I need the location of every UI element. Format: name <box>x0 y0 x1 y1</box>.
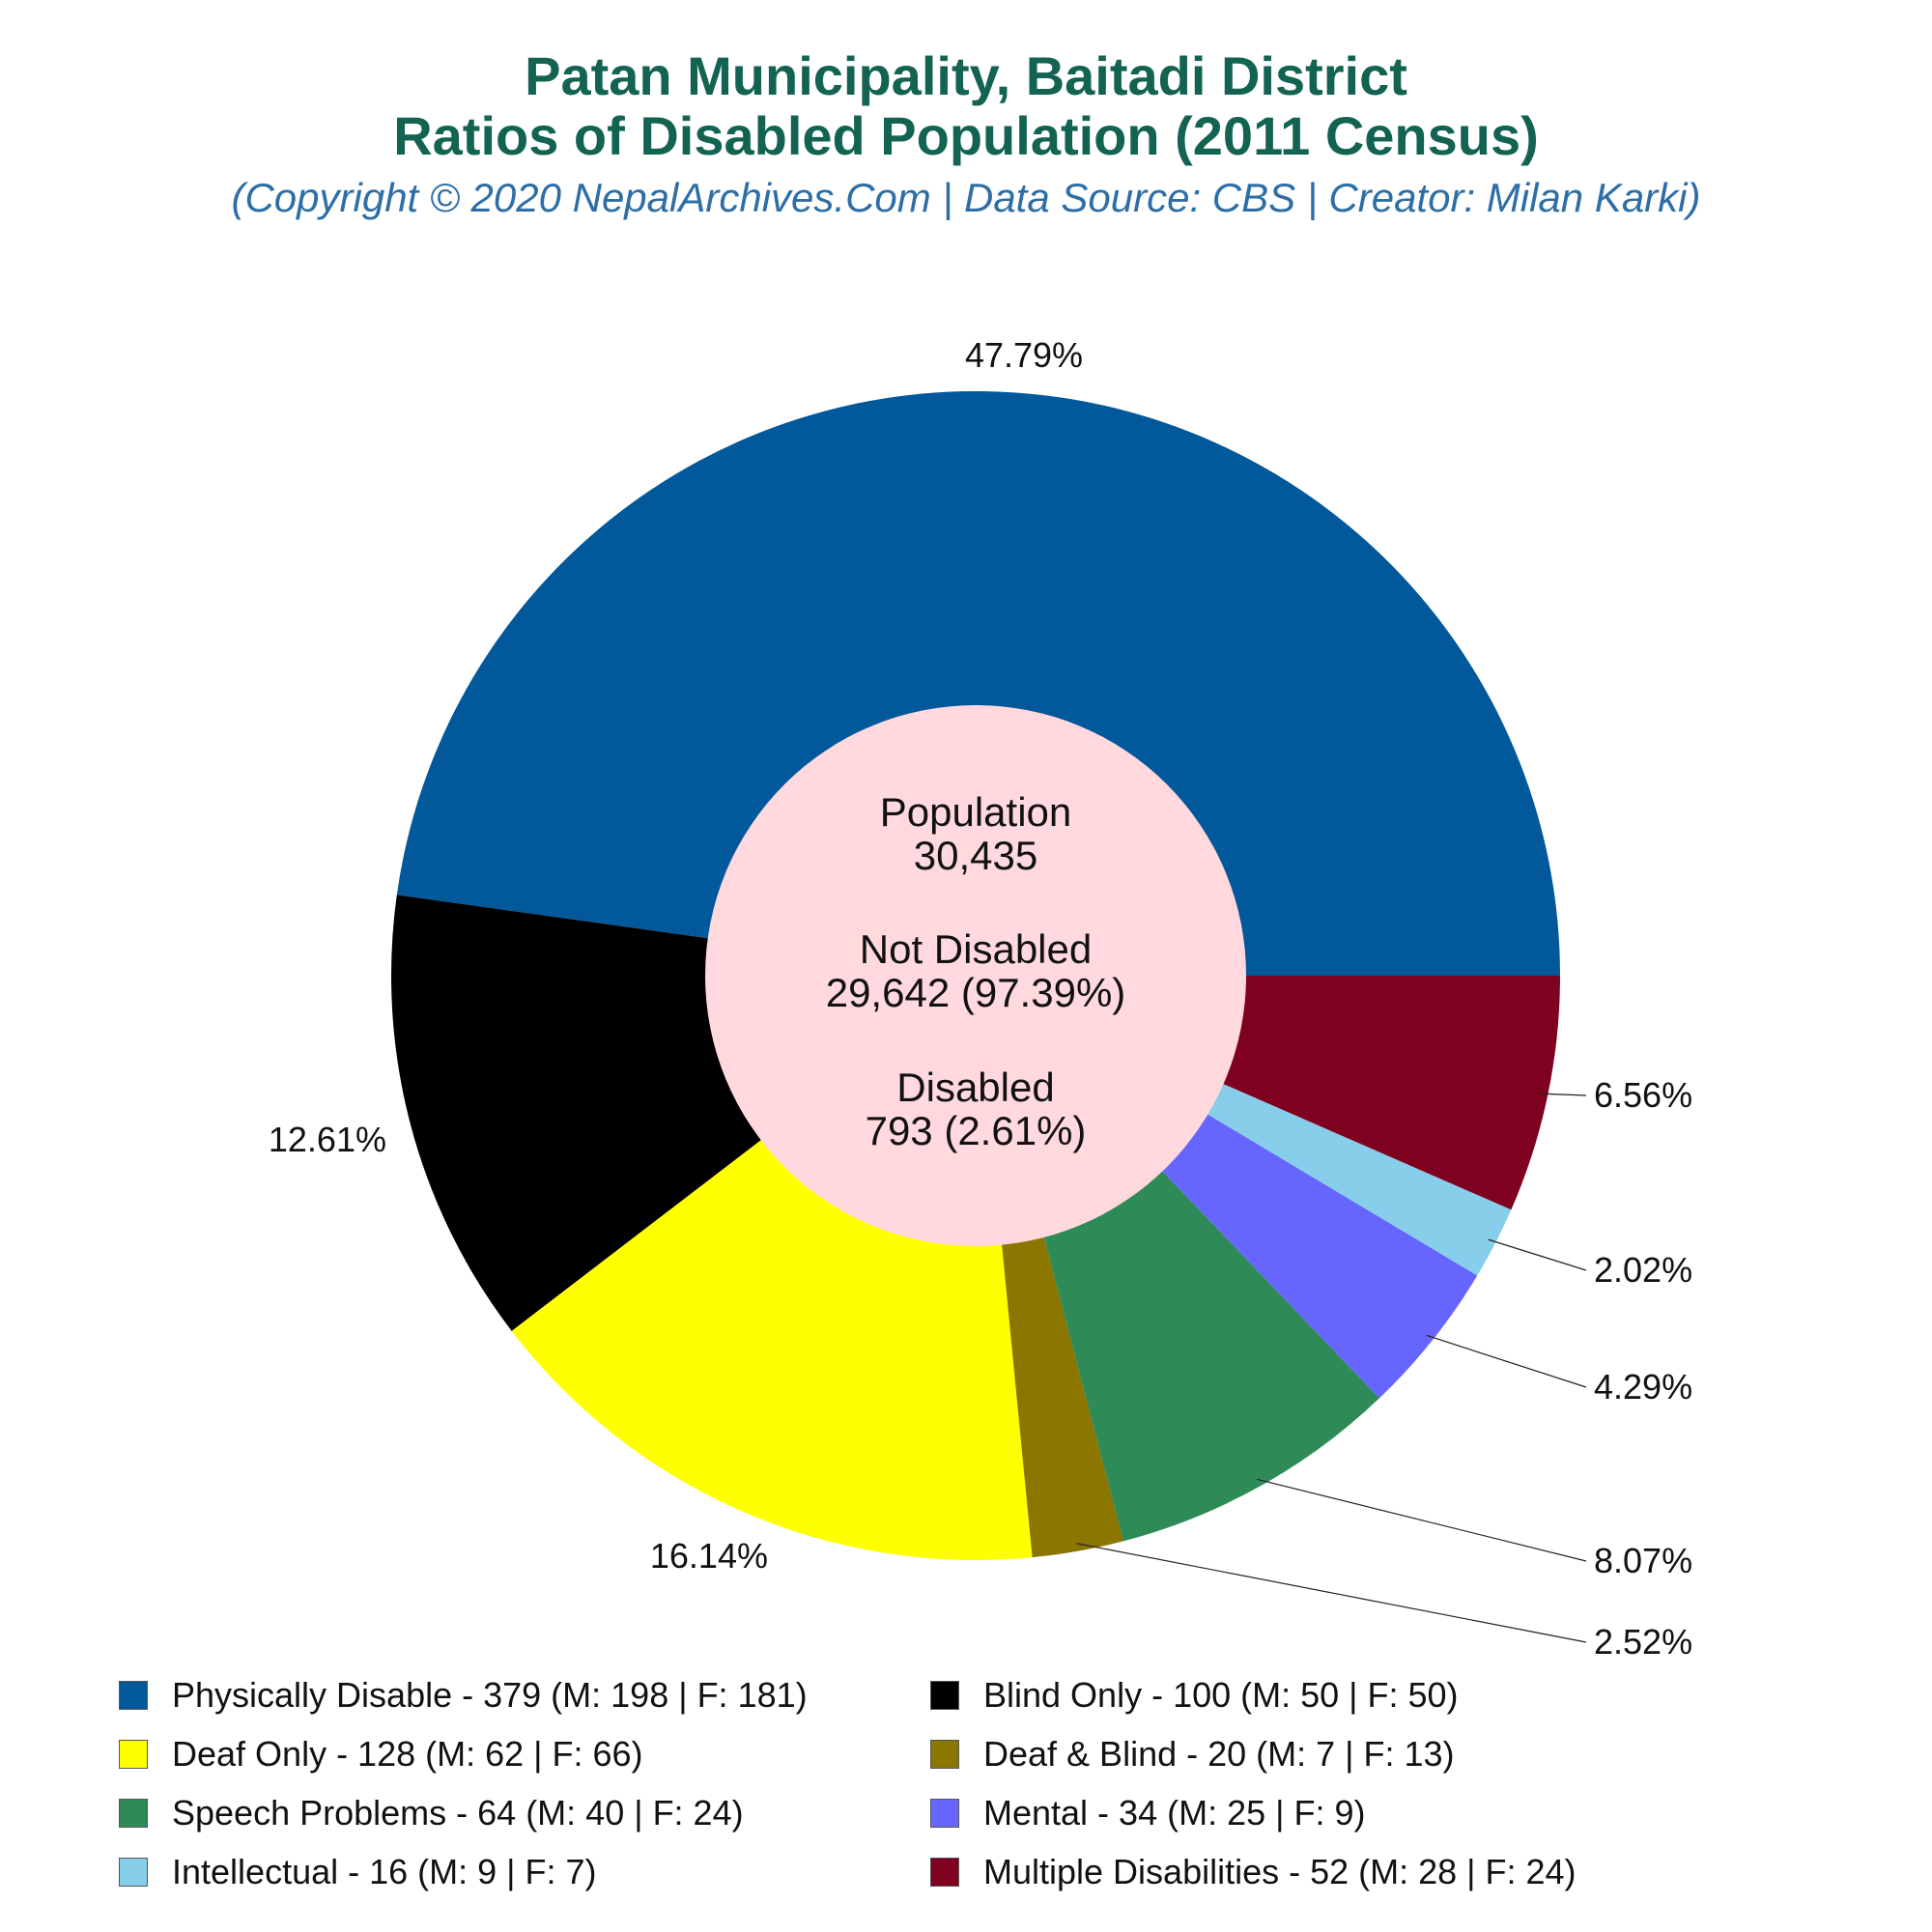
center-circle <box>705 705 1246 1246</box>
percent-label: 8.07% <box>1594 1541 1692 1580</box>
legend-item: Mental - 34 (M: 25 | F: 9) <box>930 1793 1366 1833</box>
legend-item: Deaf Only - 128 (M: 62 | F: 66) <box>119 1734 643 1774</box>
legend-label: Blind Only - 100 (M: 50 | F: 50) <box>983 1675 1459 1715</box>
percent-label: 2.52% <box>1594 1622 1692 1662</box>
center-population-label: Population <box>880 789 1072 835</box>
legend-item: Physically Disable - 379 (M: 198 | F: 18… <box>119 1675 808 1715</box>
legend-label: Multiple Disabilities - 52 (M: 28 | F: 2… <box>983 1852 1577 1891</box>
legend-swatch <box>930 1681 959 1710</box>
leader-line <box>1540 1093 1587 1096</box>
percent-label: 2.02% <box>1594 1250 1692 1290</box>
percent-label: 4.29% <box>1594 1367 1692 1406</box>
percent-label: 12.61% <box>269 1120 386 1159</box>
pie-slice <box>396 391 1561 977</box>
chart-title-line-1: Patan Municipality, Baitadi District <box>525 45 1407 106</box>
leader-lines <box>1076 1093 1587 1643</box>
legend-label: Deaf Only - 128 (M: 62 | F: 66) <box>172 1734 643 1774</box>
percent-label: 47.79% <box>965 335 1083 375</box>
center-not-disabled-value: 29,642 (97.39%) <box>826 970 1126 1015</box>
chart-subtitle: (Copyright © 2020 NepalArchives.Com | Da… <box>231 175 1701 220</box>
donut-chart: 47.79% 12.61% 16.14% 2.52% 8.07% 4.29% 2.02% 6.… <box>269 335 1692 1662</box>
legend-item: Deaf & Blind - 20 (M: 7 | F: 13) <box>930 1734 1455 1774</box>
legend-label: Deaf & Blind - 20 (M: 7 | F: 13) <box>983 1734 1455 1774</box>
leader-line <box>1256 1478 1587 1562</box>
legend-swatch <box>119 1799 148 1828</box>
legend-label: Speech Problems - 64 (M: 40 | F: 24) <box>172 1793 744 1833</box>
legend-item: Blind Only - 100 (M: 50 | F: 50) <box>930 1675 1459 1715</box>
chart-legend: Physically Disable - 379 (M: 198 | F: 18… <box>0 1675 1932 1918</box>
legend-swatch <box>119 1740 148 1769</box>
leader-line <box>1426 1334 1587 1388</box>
legend-swatch <box>119 1858 148 1887</box>
leader-line <box>1488 1238 1587 1271</box>
percent-labels: 47.79% 12.61% 16.14% 2.52% 8.07% 4.29% 2.02% 6.… <box>269 335 1692 1662</box>
legend-swatch <box>930 1799 959 1828</box>
center-disabled-value: 793 (2.61%) <box>866 1108 1087 1153</box>
legend-label: Physically Disable - 379 (M: 198 | F: 18… <box>172 1675 808 1715</box>
legend-label: Mental - 34 (M: 25 | F: 9) <box>983 1793 1366 1833</box>
legend-item: Intellectual - 16 (M: 9 | F: 7) <box>119 1852 597 1891</box>
percent-label: 16.14% <box>650 1536 768 1576</box>
chart-title-line-2: Ratios of Disabled Population (2011 Cens… <box>393 105 1539 166</box>
center-text: Population 30,435 Not Disabled 29,642 (9… <box>826 789 1126 1153</box>
center-disabled-label: Disabled <box>896 1065 1054 1110</box>
center-not-disabled-label: Not Disabled <box>860 926 1092 972</box>
percent-label: 6.56% <box>1594 1075 1692 1115</box>
legend-label: Intellectual - 16 (M: 9 | F: 7) <box>172 1852 597 1891</box>
leader-line <box>1076 1543 1587 1643</box>
legend-swatch <box>119 1681 148 1710</box>
legend-swatch <box>930 1740 959 1769</box>
legend-swatch <box>930 1858 959 1887</box>
center-population-value: 30,435 <box>914 833 1037 878</box>
legend-item: Multiple Disabilities - 52 (M: 28 | F: 2… <box>930 1852 1577 1891</box>
legend-item: Speech Problems - 64 (M: 40 | F: 24) <box>119 1793 744 1833</box>
